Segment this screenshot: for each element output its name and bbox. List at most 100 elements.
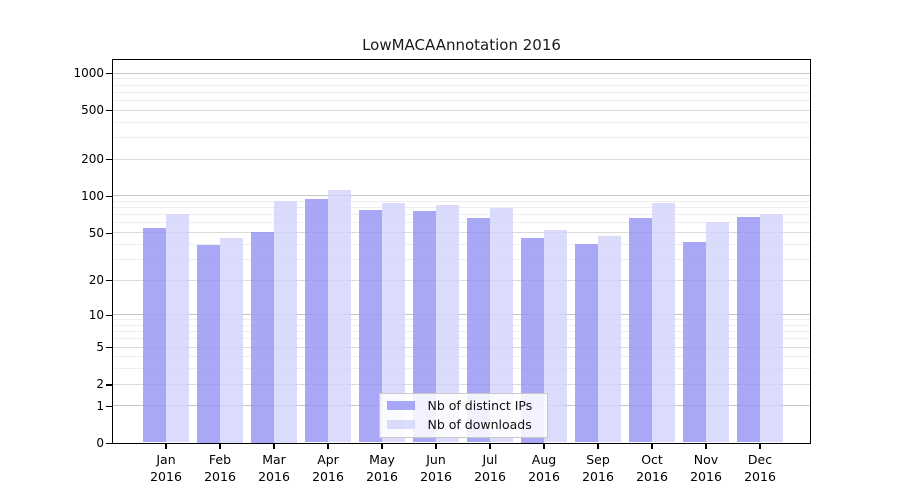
gridline xyxy=(113,346,810,348)
gridline-minor xyxy=(113,99,810,101)
x-tick-mark xyxy=(165,444,167,449)
gridline xyxy=(113,109,810,111)
y-tick-label: 1 xyxy=(96,398,104,413)
x-tick-label: Sep 2016 xyxy=(582,452,614,484)
gridline-minor xyxy=(113,356,810,358)
bar-distinct-ips-sep xyxy=(574,243,598,443)
bar-downloads-dec xyxy=(759,214,783,443)
grid-layer xyxy=(113,60,810,443)
bar-distinct-ips-apr xyxy=(304,199,328,443)
legend: Nb of distinct IPs Nb of downloads xyxy=(378,392,548,438)
gridline-minor xyxy=(113,338,810,340)
y-tick-label: 100 xyxy=(81,188,104,203)
x-tick-label: Jul 2016 xyxy=(474,452,506,484)
y-tick-mark xyxy=(106,195,112,198)
bar-downloads-feb xyxy=(219,237,243,443)
bar-distinct-ips-oct xyxy=(628,218,652,443)
y-tick-label: 0 xyxy=(96,436,104,450)
x-tick-mark xyxy=(597,444,599,449)
bar-distinct-ips-may xyxy=(358,209,382,443)
legend-item-downloads: Nb of downloads xyxy=(386,415,540,435)
legend-label-downloads: Nb of downloads xyxy=(427,417,532,433)
y-tick-mark xyxy=(106,443,112,445)
y-tick-label: 10 xyxy=(88,307,104,322)
y-tick-mark xyxy=(106,314,112,316)
x-tick-label: Mar 2016 xyxy=(258,452,290,484)
gridline-minor xyxy=(113,319,810,321)
x-tick-mark xyxy=(543,444,545,449)
gridline-minor xyxy=(113,121,810,123)
bar-downloads-aug xyxy=(543,229,567,443)
x-tick-mark xyxy=(327,444,329,449)
bar-downloads-jun xyxy=(435,204,459,443)
x-tick-mark xyxy=(435,444,437,449)
bar-distinct-ips-jun xyxy=(412,210,436,443)
chart-title: LowMACAAnnotation 2016 xyxy=(362,36,561,54)
bar-distinct-ips-jan xyxy=(142,227,166,443)
x-tick-label: Nov 2016 xyxy=(690,452,722,484)
y-tick-mark xyxy=(106,384,112,386)
gridline xyxy=(113,232,810,233)
x-tick-mark xyxy=(381,444,383,449)
x-tick-label: May 2016 xyxy=(366,452,398,484)
gridline-minor xyxy=(113,368,810,370)
gridline xyxy=(113,72,810,74)
x-tick-mark xyxy=(759,444,761,449)
gridline-minor xyxy=(113,201,810,202)
gridline-minor xyxy=(113,207,810,209)
y-tick-label: 200 xyxy=(81,152,104,166)
bar-downloads-nov xyxy=(705,222,729,443)
gridline-minor xyxy=(113,84,810,86)
gridline-minor xyxy=(113,214,810,216)
bar-distinct-ips-jul xyxy=(466,218,490,443)
bar-downloads-may xyxy=(381,203,405,443)
bar-distinct-ips-nov xyxy=(682,242,706,443)
gridline-minor xyxy=(113,324,810,326)
bar-distinct-ips-mar xyxy=(250,232,274,443)
bar-distinct-ips-dec xyxy=(736,216,760,443)
x-tick-mark xyxy=(273,444,275,449)
bar-distinct-ips-aug xyxy=(520,237,544,443)
bar-layer xyxy=(113,60,810,443)
gridline-minor xyxy=(113,243,810,245)
y-tick-mark xyxy=(106,110,112,112)
x-tick-mark xyxy=(705,444,707,449)
gridline-minor xyxy=(113,222,810,224)
y-tick-mark xyxy=(106,73,112,75)
gridline xyxy=(113,195,810,197)
x-tick-mark xyxy=(651,444,653,449)
x-tick-label: Apr 2016 xyxy=(312,452,344,484)
plot-area: Nb of distinct IPs Nb of downloads xyxy=(112,59,811,444)
bar-downloads-sep xyxy=(597,236,621,443)
y-tick-mark xyxy=(106,405,112,408)
y-tick-mark xyxy=(106,159,112,161)
bar-downloads-oct xyxy=(651,203,675,443)
y-tick-label: 1000 xyxy=(73,66,104,80)
bar-downloads-jul xyxy=(489,207,513,443)
x-tick-label: Jun 2016 xyxy=(420,452,452,484)
y-tick-mark xyxy=(106,280,112,282)
y-tick-label: 50 xyxy=(88,225,104,240)
legend-item-distinct-ips: Nb of distinct IPs xyxy=(386,396,540,416)
gridline xyxy=(113,279,810,281)
gridline xyxy=(113,314,810,316)
y-tick-label: 20 xyxy=(88,273,104,287)
x-tick-mark xyxy=(219,444,221,449)
legend-swatch-downloads xyxy=(386,420,415,430)
x-tick-label: Oct 2016 xyxy=(636,452,668,484)
y-tick-label: 2 xyxy=(96,377,104,392)
bar-downloads-mar xyxy=(273,201,297,443)
gridline xyxy=(113,383,810,385)
bar-distinct-ips-feb xyxy=(196,245,220,443)
x-tick-label: Jan 2016 xyxy=(150,452,182,484)
gridline xyxy=(113,158,810,160)
bar-downloads-apr xyxy=(327,190,351,443)
gridline-minor xyxy=(113,331,810,333)
y-tick-label: 5 xyxy=(96,340,104,355)
gridline-minor xyxy=(113,91,810,93)
x-tick-label: Feb 2016 xyxy=(204,452,236,484)
bar-downloads-jan xyxy=(165,214,189,443)
